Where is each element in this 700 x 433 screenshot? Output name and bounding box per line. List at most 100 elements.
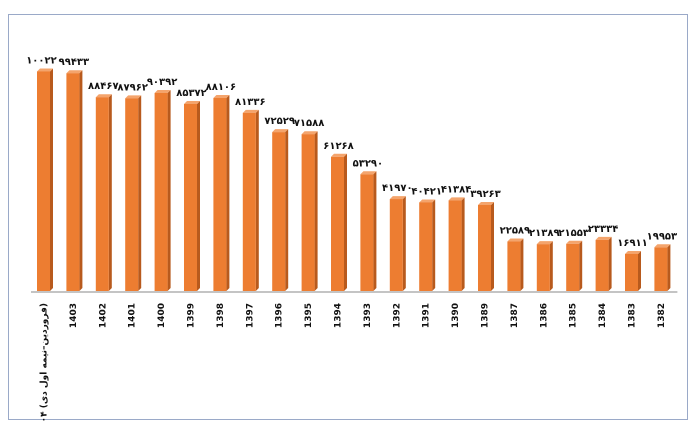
- bar-top-11: [360, 171, 377, 175]
- bar-top-4: [154, 89, 171, 93]
- bar-top-13: [419, 199, 436, 203]
- bar-3: [125, 98, 139, 291]
- bar-7: [242, 112, 256, 292]
- category-label-1: 1403: [69, 303, 79, 328]
- bar-side-21: [667, 244, 671, 291]
- value-label-5: ۸۵۳۷۲: [176, 88, 207, 99]
- bar-side-9: [314, 131, 318, 291]
- value-label-2: ۸۸۴۶۷: [88, 81, 119, 92]
- value-label-9: ۷۱۵۸۸: [294, 118, 325, 129]
- bar-21: [654, 247, 668, 291]
- bar-side-19: [608, 236, 612, 291]
- value-label-11: ۵۳۲۹۰: [353, 158, 384, 169]
- value-label-18: ۲۱۵۵۳: [558, 228, 589, 239]
- bar-side-14: [461, 197, 465, 291]
- value-label-4: ۹۰۳۹۲: [147, 77, 178, 88]
- value-label-17: ۲۱۳۸۹: [529, 228, 560, 239]
- bar-side-8: [285, 129, 289, 291]
- bar-side-16: [520, 238, 524, 291]
- bar-top-10: [331, 153, 347, 157]
- category-label-2: 1402: [98, 303, 108, 328]
- category-label-6: 1398: [216, 303, 226, 328]
- bar-1: [66, 73, 80, 291]
- bar-top-19: [595, 236, 612, 240]
- bar-top-15: [478, 201, 494, 205]
- bar-top-20: [625, 250, 641, 254]
- value-label-10: ۶۱۲۶۸: [323, 141, 354, 152]
- bar-top-16: [507, 238, 524, 242]
- bar-top-9: [301, 131, 318, 135]
- bar-side-10: [344, 153, 347, 291]
- bar-18: [566, 243, 580, 291]
- bar-19: [595, 239, 609, 291]
- bar-6: [213, 98, 227, 291]
- category-label-19: 1384: [598, 303, 608, 328]
- bar-14: [448, 200, 462, 291]
- bar-side-20: [638, 250, 641, 291]
- value-label-15: ۳۹۲۶۳: [470, 189, 501, 200]
- category-label-4: 1400: [157, 303, 167, 328]
- chart-frame: ۱۰۰۲۲۰ ۹۹۴۳۳ ۸۸۴۶۷ ۸۷۹۶۲ ۹۰۳۹۲ ۸۵۳۷۲ ۸۸۱۰۶ ۸۱۳۳…: [8, 14, 688, 421]
- bar-top-1: [66, 70, 83, 74]
- category-label-0: ۱۴۰۴ (فروردین–نیمه اول دی): [40, 303, 50, 421]
- category-label-8: 1396: [275, 303, 285, 328]
- bar-16: [507, 241, 521, 291]
- bar-13: [419, 202, 433, 291]
- category-label-21: 1382: [657, 303, 667, 328]
- category-label-16: 1387: [510, 303, 520, 328]
- bar-2: [95, 97, 109, 291]
- bar-9: [301, 134, 315, 291]
- value-label-7: ۸۱۳۳۶: [235, 97, 266, 108]
- bar-top-5: [184, 100, 200, 104]
- category-label-9: 1395: [304, 303, 314, 328]
- bar-top-18: [566, 240, 583, 244]
- bar-side-4: [167, 89, 171, 291]
- bar-top-7: [242, 109, 259, 113]
- value-label-14: ۴۱۳۸۴: [441, 184, 472, 195]
- value-label-3: ۸۷۹۶۲: [117, 82, 148, 93]
- category-label-13: 1391: [422, 303, 432, 328]
- category-label-18: 1385: [569, 303, 579, 328]
- value-label-6: ۸۸۱۰۶: [206, 82, 237, 93]
- bar-side-3: [138, 95, 142, 291]
- value-label-1: ۹۹۴۳۳: [59, 57, 90, 68]
- bar-side-17: [549, 241, 553, 291]
- bar-top-0: [37, 68, 53, 72]
- bar-top-6: [213, 95, 230, 99]
- bar-side-18: [579, 240, 583, 291]
- category-label-7: 1397: [245, 303, 255, 328]
- category-labels-group: ۱۴۰۴ (فروردین–نیمه اول دی) 1403 1402 1401 14…: [40, 303, 667, 421]
- bar-17: [536, 244, 550, 291]
- value-label-21: ۱۹۹۵۳: [647, 231, 678, 242]
- category-label-14: 1390: [451, 303, 461, 328]
- value-label-13: ۴۰۴۲۱: [411, 186, 442, 197]
- category-label-3: 1401: [128, 303, 138, 328]
- bar-side-5: [197, 100, 200, 292]
- value-label-19: ۲۳۳۳۴: [588, 224, 619, 235]
- bar-8: [272, 132, 286, 291]
- bar-top-17: [536, 241, 553, 245]
- bar-5: [184, 103, 197, 292]
- category-label-10: 1394: [334, 303, 344, 328]
- bar-top-2: [95, 94, 112, 98]
- bar-20: [625, 253, 638, 291]
- bar-0: [37, 71, 50, 291]
- category-label-17: 1386: [539, 303, 549, 328]
- bar-side-2: [108, 94, 112, 291]
- category-label-15: 1389: [481, 303, 491, 328]
- bar-top-3: [125, 95, 142, 99]
- category-label-11: 1393: [363, 303, 373, 328]
- bar-side-15: [491, 201, 494, 291]
- bar-top-14: [448, 197, 465, 201]
- bar-top-21: [654, 244, 671, 248]
- value-label-0: ۱۰۰۲۲۰: [26, 55, 63, 66]
- bar-side-6: [226, 95, 230, 291]
- bar-side-7: [255, 109, 259, 292]
- bar-top-8: [272, 129, 289, 133]
- bar-side-0: [50, 68, 53, 291]
- category-label-5: 1399: [187, 303, 197, 328]
- bar-10: [331, 156, 344, 291]
- bar-top-12: [389, 196, 406, 200]
